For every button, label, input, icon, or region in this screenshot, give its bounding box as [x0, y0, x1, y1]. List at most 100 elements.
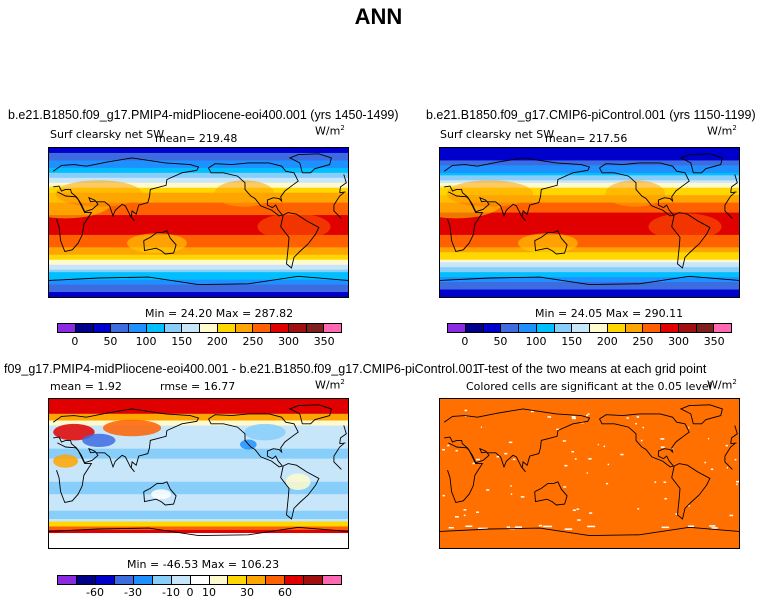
- colorbar-tick-label: 60: [278, 586, 292, 599]
- field-band: [440, 224, 739, 228]
- significance-field: [440, 399, 739, 548]
- colorbar-tick-label: 50: [493, 335, 508, 348]
- insignificant-cell: [605, 482, 609, 485]
- panel2-map: [439, 147, 740, 298]
- land-patches: [53, 419, 311, 500]
- field-band: [49, 160, 348, 164]
- colorbar-swatch: [75, 324, 94, 332]
- field-band: [49, 287, 348, 290]
- panel3-title: f09_g17.PMIP4-midPliocene-eoi400.001 - b…: [4, 362, 480, 376]
- panel2-colorbar: [447, 323, 732, 333]
- main-title: ANN: [354, 4, 403, 29]
- field-band: [440, 262, 739, 266]
- coastline: [49, 275, 348, 286]
- field-band: [49, 200, 348, 204]
- insignificant-cell: [571, 417, 576, 420]
- field-band: [49, 152, 348, 156]
- colorbar-swatch: [95, 576, 115, 584]
- field-band: [49, 175, 348, 179]
- field-band: [49, 262, 348, 266]
- coastline: [534, 481, 568, 506]
- coastline: [143, 481, 177, 506]
- insignificant-cell: [547, 416, 552, 418]
- field-band: [49, 289, 348, 293]
- field-band: [49, 234, 348, 238]
- field-band: [440, 287, 739, 290]
- insignificant-cell: [710, 468, 714, 470]
- field-band: [440, 192, 739, 196]
- coastline: [671, 463, 711, 520]
- field-band: [440, 254, 739, 258]
- insignificant-cell: [726, 466, 728, 469]
- field-band: [440, 259, 739, 263]
- coastline: [679, 404, 723, 425]
- colorbar-swatch: [266, 576, 286, 584]
- field-band: [49, 192, 348, 196]
- colorbar-swatch: [93, 324, 112, 332]
- colorbar-tick-label: 0: [461, 335, 469, 348]
- panel4-map: [439, 398, 740, 549]
- field-band: [440, 205, 739, 208]
- coastline: [280, 212, 320, 269]
- insignificant-cell: [603, 445, 606, 448]
- coastline: [599, 413, 690, 468]
- colorbar-swatch: [271, 324, 289, 332]
- field-band: [49, 222, 348, 226]
- field-band: [49, 197, 348, 201]
- coastline: [280, 463, 320, 520]
- colorbar-swatch: [146, 324, 165, 332]
- colorbar-swatch: [114, 576, 134, 584]
- coastline: [52, 408, 200, 473]
- insignificant-cell: [637, 508, 640, 510]
- coastline: [534, 230, 568, 255]
- insignificant-cell: [510, 485, 512, 487]
- field-band: [49, 244, 348, 248]
- field-band: [49, 399, 348, 414]
- field-band: [440, 229, 739, 233]
- field-band: [440, 155, 739, 159]
- field-band: [440, 217, 739, 221]
- insignificant-cell: [636, 416, 640, 418]
- field-band: [49, 264, 348, 268]
- insignificant-cell: [520, 496, 525, 498]
- insignificant-cell: [562, 440, 567, 442]
- field-band: [49, 224, 348, 228]
- colorbar-tick-label: 200: [596, 335, 618, 348]
- colorbar-tick-label: 350: [313, 335, 335, 348]
- field-band: [440, 200, 739, 204]
- land-patch: [285, 473, 311, 491]
- field-band: [49, 210, 348, 213]
- panel4-subtitle: Colored cells are significant at the 0.0…: [466, 380, 712, 393]
- field-band: [49, 481, 348, 495]
- land-patch: [53, 423, 95, 441]
- colorbar-tick-label: 250: [632, 335, 654, 348]
- field-band: [49, 420, 348, 426]
- coastlines: [440, 153, 739, 286]
- colorbar-swatch: [200, 324, 218, 332]
- colorbar-swatch: [448, 324, 466, 332]
- coastline: [679, 153, 723, 174]
- field-band: [49, 413, 348, 421]
- field-band: [440, 227, 739, 231]
- field-band: [440, 237, 739, 241]
- coastline: [339, 174, 347, 193]
- colorbar-tick-label: 300: [278, 335, 300, 348]
- panel1-colorbar: [57, 323, 342, 333]
- colorbar-tick-label: 0: [186, 586, 194, 599]
- field-band: [49, 227, 348, 231]
- insignificant-cell: [472, 462, 475, 465]
- field-band: [49, 239, 348, 243]
- coastline: [447, 191, 484, 253]
- field-band: [49, 237, 348, 241]
- insignificant-cell: [586, 472, 588, 474]
- coastline: [724, 205, 733, 219]
- insignificant-cell: [514, 526, 522, 528]
- field-band: [440, 249, 739, 253]
- colorbar-tick-label: 200: [206, 335, 228, 348]
- colorbar-swatch: [643, 324, 661, 332]
- coastlines: [49, 404, 348, 537]
- colorbar-tick-label: 100: [525, 335, 547, 348]
- field-band: [440, 180, 739, 184]
- land-patches: [440, 180, 722, 254]
- insignificant-cell: [675, 513, 678, 515]
